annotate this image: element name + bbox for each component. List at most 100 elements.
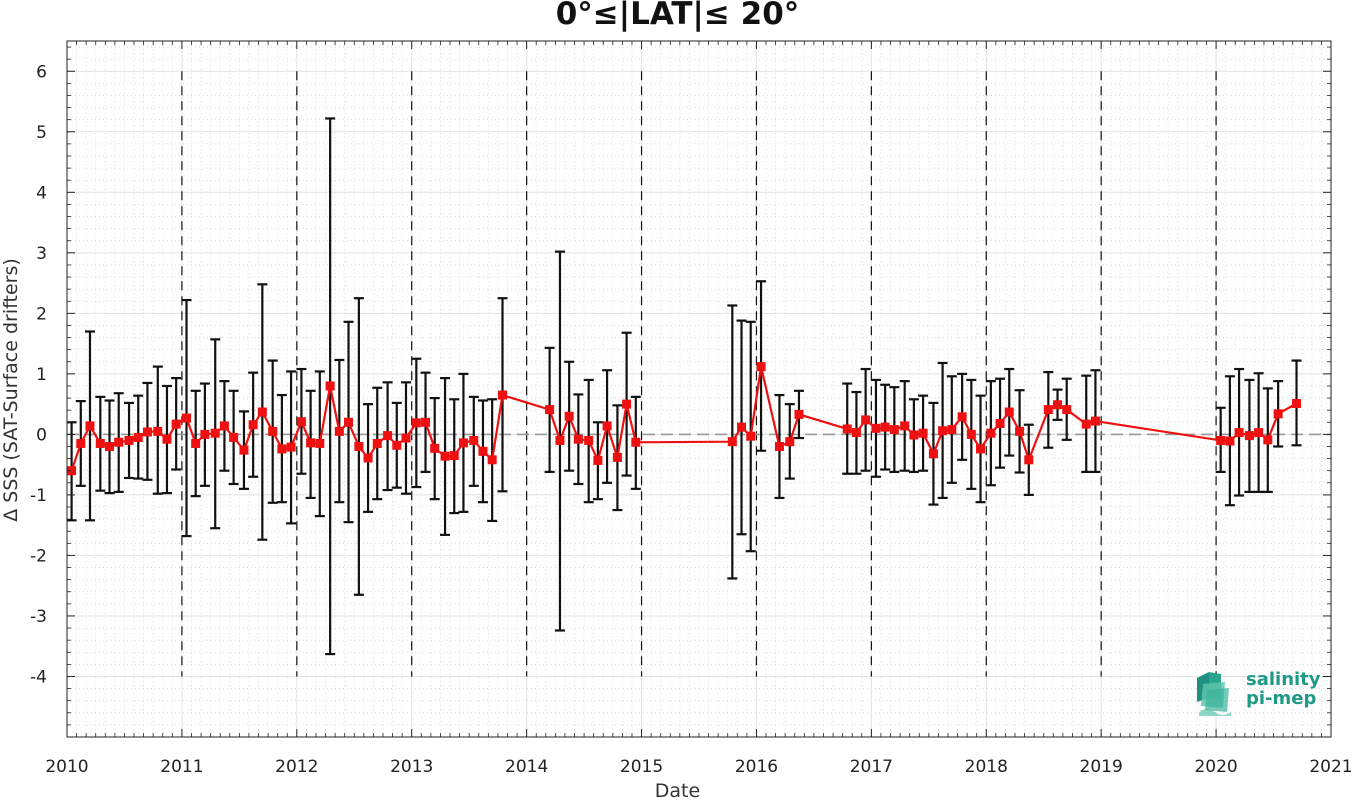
data-point (142, 427, 152, 437)
data-point (612, 452, 622, 462)
data-point (851, 428, 861, 438)
x-tick-label: 2015 (620, 757, 663, 777)
x-tick-label: 2010 (45, 757, 88, 777)
data-point (133, 432, 143, 442)
data-point (182, 413, 192, 423)
data-point (1081, 419, 1091, 429)
data-point (938, 426, 948, 436)
data-point (458, 438, 468, 448)
data-point (114, 437, 124, 447)
data-point (498, 390, 508, 400)
data-point (555, 435, 565, 445)
data-point (573, 434, 583, 444)
data-point (545, 405, 555, 415)
data-point (584, 435, 594, 445)
data-point (1062, 405, 1072, 415)
series-markers (67, 362, 1302, 476)
data-point (153, 426, 163, 436)
x-tick-label: 2016 (735, 757, 778, 777)
data-point (325, 381, 335, 391)
logo-text-line1: salinity (1246, 669, 1321, 690)
data-point (593, 455, 603, 465)
y-tick-label: -1 (30, 486, 47, 506)
y-tick-label: 1 (36, 365, 47, 385)
data-point (622, 399, 632, 409)
y-axis-label: Δ SSS (SAT-Surface drifters) (0, 258, 22, 522)
data-point (95, 438, 105, 448)
data-point (354, 441, 364, 451)
data-point (296, 417, 306, 427)
data-point (986, 428, 996, 438)
y-tick-label: -3 (30, 607, 47, 627)
data-point (1254, 428, 1264, 438)
data-point (1244, 431, 1254, 441)
x-tick-label: 2014 (505, 757, 548, 777)
x-tick-label: 2020 (1194, 757, 1237, 777)
data-point (401, 433, 411, 443)
data-point (105, 441, 115, 451)
data-point (1225, 436, 1235, 446)
data-point (1053, 400, 1063, 410)
data-point (449, 451, 459, 461)
axis-ticks (66, 41, 1332, 737)
data-point (909, 430, 919, 440)
data-point (411, 418, 421, 428)
y-tick-label: 2 (36, 304, 47, 324)
data-point (171, 419, 181, 429)
data-point (248, 420, 258, 430)
chart-title: 0°≤|LAT|≤ 20° (555, 0, 800, 32)
data-point (900, 421, 910, 431)
data-point (430, 443, 440, 453)
data-point (1015, 426, 1025, 436)
data-point (440, 451, 450, 461)
data-point (76, 438, 86, 448)
y-tick-label: 0 (36, 425, 47, 445)
data-point (1024, 455, 1034, 465)
data-point (631, 437, 641, 447)
x-tick-label: 2012 (275, 757, 318, 777)
data-point (478, 446, 488, 456)
x-tick-label: 2019 (1080, 757, 1123, 777)
data-point (928, 449, 938, 459)
data-point (966, 429, 976, 439)
data-point (344, 417, 354, 427)
data-point (162, 434, 172, 444)
data-point (229, 432, 239, 442)
x-tick-label: 2013 (390, 757, 433, 777)
y-tick-label: 5 (36, 123, 47, 143)
data-point (1292, 399, 1302, 409)
data-point (363, 453, 373, 463)
data-point (487, 455, 497, 465)
data-point (976, 444, 986, 454)
data-point (947, 425, 957, 435)
data-point (257, 407, 267, 417)
y-tick-label: 3 (36, 244, 47, 264)
data-point (124, 435, 134, 445)
y-tick-label: 6 (36, 62, 47, 82)
data-point (785, 437, 795, 447)
data-point (564, 411, 574, 421)
data-point (861, 415, 871, 425)
data-point (842, 424, 852, 434)
data-point (737, 422, 747, 432)
data-point (392, 440, 402, 450)
data-point (469, 435, 479, 445)
data-point (306, 438, 316, 448)
data-point (995, 418, 1005, 428)
data-point (239, 445, 249, 455)
data-point (1216, 435, 1226, 445)
minor-grid (67, 41, 1331, 737)
data-point (1043, 405, 1053, 415)
data-point (268, 426, 278, 436)
data-point (871, 423, 881, 433)
data-point (727, 437, 737, 447)
data-point (880, 422, 890, 432)
x-tick-label: 2017 (850, 757, 893, 777)
data-point (286, 442, 296, 452)
y-tick-label: 4 (36, 183, 47, 203)
data-point (85, 421, 95, 431)
data-point (1273, 409, 1283, 419)
data-point (1234, 428, 1244, 438)
x-axis-label: Date (654, 780, 701, 802)
